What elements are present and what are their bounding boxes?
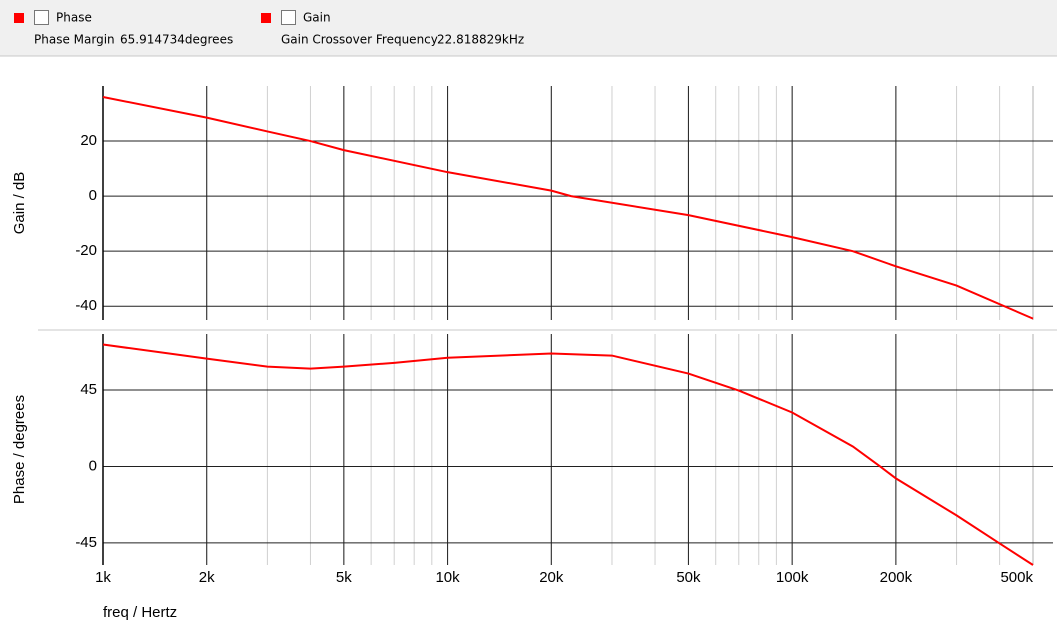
series-line: [102, 343, 1034, 566]
legend-swatch: [14, 13, 24, 23]
x-tick-label: 2k: [199, 569, 215, 586]
y-tick-label: 20: [80, 132, 97, 149]
y-tick-label: -40: [75, 297, 97, 314]
legend-label[interactable]: Gain: [303, 11, 331, 25]
readout-label: Gain Crossover Frequency: [281, 33, 438, 47]
readout-value: 65.914734degrees: [120, 33, 233, 47]
x-tick-label: 50k: [676, 569, 701, 586]
x-tick-label: 5k: [336, 569, 352, 586]
y-axis-label: Gain / dB: [11, 172, 28, 235]
header-bar: [0, 0, 1057, 56]
x-tick-label: 100k: [776, 569, 809, 586]
y-tick-label: -20: [75, 242, 97, 259]
x-tick-label: 1k: [95, 569, 111, 586]
checkbox[interactable]: [281, 10, 296, 25]
readout-value: 22.818829kHz: [437, 33, 524, 47]
series-line: [102, 96, 1034, 320]
y-axis-label: Phase / degrees: [11, 395, 28, 504]
y-tick-label: 45: [80, 381, 97, 398]
legend-swatch: [261, 13, 271, 23]
x-tick-label: 10k: [435, 569, 460, 586]
checkbox[interactable]: [34, 10, 49, 25]
x-tick-label: 200k: [880, 569, 913, 586]
readout-label: Phase Margin: [34, 33, 115, 47]
x-tick-label: 500k: [1000, 569, 1033, 586]
x-tick-label: 20k: [539, 569, 564, 586]
y-tick-label: -45: [75, 534, 97, 551]
y-tick-label: 0: [89, 457, 97, 474]
x-axis-label: freq / Hertz: [103, 604, 177, 621]
legend-label[interactable]: Phase: [56, 11, 92, 25]
y-tick-label: 0: [89, 187, 97, 204]
